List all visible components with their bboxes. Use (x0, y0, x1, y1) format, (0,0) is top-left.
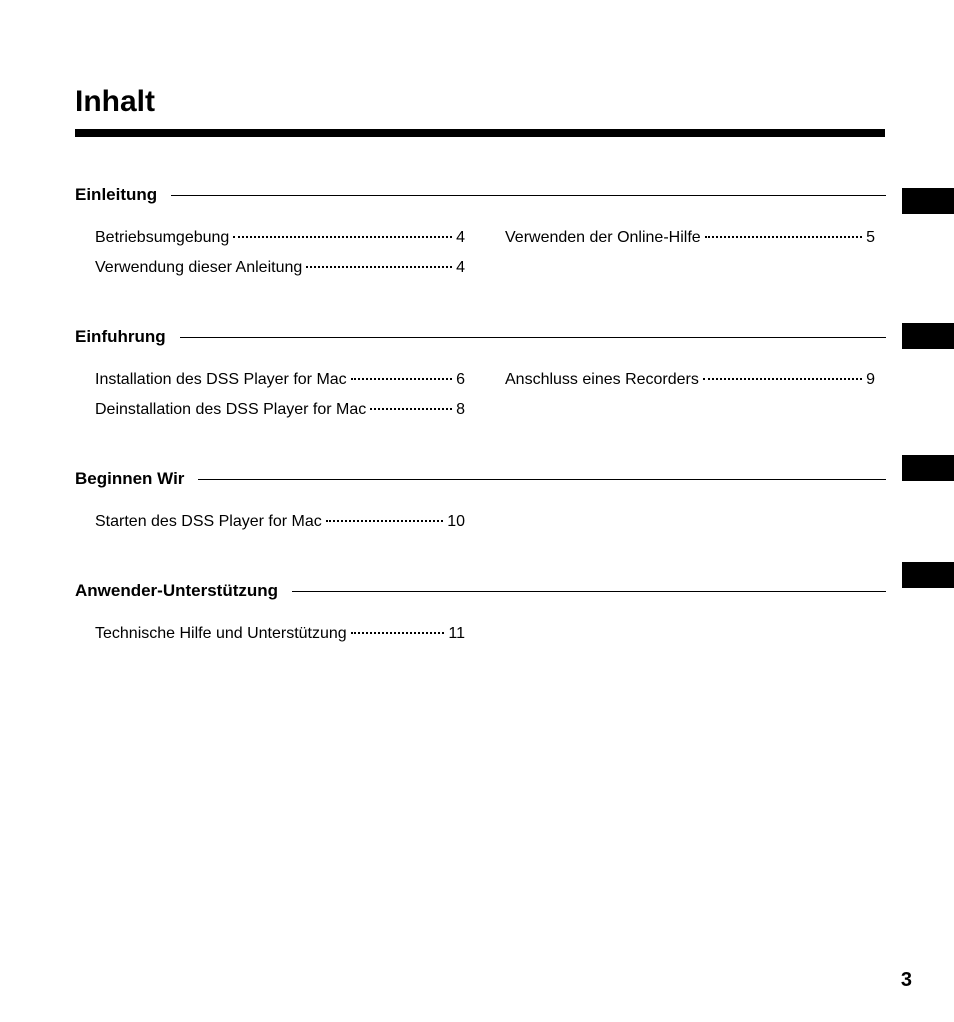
left-column: Starten des DSS Player for Mac 10 (95, 513, 465, 543)
toc-entry-page: 6 (456, 371, 465, 389)
dot-leader (705, 236, 862, 238)
page-title: Inhalt (75, 85, 894, 119)
section-title: Beginnen Wir (75, 469, 198, 489)
section-divider-line (171, 195, 886, 196)
toc-entry: Betriebsumgebung 4 (95, 229, 465, 247)
toc-entry: Technische Hilfe und Unterstützung 11 (95, 625, 465, 643)
section-divider-line (198, 479, 886, 480)
toc-entry-label: Installation des DSS Player for Mac (95, 371, 347, 389)
section-header: Einleitung (75, 185, 894, 205)
toc-entry-page: 4 (456, 229, 465, 247)
toc-entry-page: 10 (447, 513, 465, 531)
toc-section: Anwender-Unterstützung Technische Hilfe u… (75, 581, 894, 655)
toc-section: Beginnen Wir Starten des DSS Player for M… (75, 469, 894, 543)
left-column: Installation des DSS Player for Mac 6 Dein… (95, 371, 465, 431)
section-entries: Technische Hilfe und Unterstützung 11 (75, 625, 894, 655)
section-header: Beginnen Wir (75, 469, 894, 489)
section-divider-line (180, 337, 886, 338)
toc-entry: Verwenden der Online-Hilfe 5 (505, 229, 875, 247)
dot-leader (370, 408, 452, 410)
toc-page: Inhalt EinleitungBetriebsumgebung4Verwen… (0, 0, 954, 733)
toc-section: Einfuhrung Installation des DSS Player fo… (75, 327, 894, 431)
section-header: Einfuhrung (75, 327, 894, 347)
title-underline (75, 129, 885, 137)
section-title: Einfuhrung (75, 327, 180, 347)
thumb-tab (902, 323, 954, 349)
toc-entry-page: 8 (456, 401, 465, 419)
left-column: Technische Hilfe und Unterstützung 11 (95, 625, 465, 655)
toc-entry: Anschluss eines Recorders 9 (505, 371, 875, 389)
page-number: 3 (901, 969, 912, 992)
toc-entry: Starten des DSS Player for Mac 10 (95, 513, 465, 531)
dot-leader (233, 236, 452, 238)
toc-entry-label: Anschluss eines Recorders (505, 371, 699, 389)
thumb-tab (902, 188, 954, 214)
section-entries: Installation des DSS Player for Mac 6 Dein… (75, 371, 894, 431)
section-header: Anwender-Unterstützung (75, 581, 894, 601)
right-column (505, 625, 875, 655)
toc-section: EinleitungBetriebsumgebung4Verwendung di… (75, 185, 894, 289)
toc-entry-label: Deinstallation des DSS Player for Mac (95, 401, 366, 419)
right-column: Verwenden der Online-Hilfe 5 (505, 229, 875, 289)
section-entries: Starten des DSS Player for Mac 10 (75, 513, 894, 543)
thumb-tab (902, 562, 954, 588)
toc-entry-page: 5 (866, 229, 875, 247)
toc-entry-label: Verwenden der Online-Hilfe (505, 229, 701, 247)
toc-entry-label: Technische Hilfe und Unterstützung (95, 625, 347, 643)
dot-leader (351, 378, 452, 380)
toc-entry-page: 11 (448, 625, 465, 643)
thumb-tab (902, 455, 954, 481)
toc-entry-page: 4 (456, 259, 465, 277)
dot-leader (326, 520, 443, 522)
right-column: Anschluss eines Recorders 9 (505, 371, 875, 431)
right-column (505, 513, 875, 543)
toc-entry-page: 9 (866, 371, 875, 389)
toc-entry: Deinstallation des DSS Player for Mac 8 (95, 401, 465, 419)
left-column: Betriebsumgebung4Verwendung dieser Anlei… (95, 229, 465, 289)
toc-entry-label: Verwendung dieser Anleitung (95, 259, 302, 277)
section-title: Einleitung (75, 185, 171, 205)
section-title: Anwender-Unterstützung (75, 581, 292, 601)
dot-leader (703, 378, 862, 380)
dot-leader (351, 632, 445, 634)
toc-entry: Installation des DSS Player for Mac 6 (95, 371, 465, 389)
section-divider-line (292, 591, 886, 592)
sections-container: EinleitungBetriebsumgebung4Verwendung di… (75, 185, 894, 655)
section-entries: Betriebsumgebung4Verwendung dieser Anlei… (75, 229, 894, 289)
toc-entry: Verwendung dieser Anleitung 4 (95, 259, 465, 277)
dot-leader (306, 266, 452, 268)
toc-entry-label: Betriebsumgebung (95, 229, 229, 247)
toc-entry-label: Starten des DSS Player for Mac (95, 513, 322, 531)
